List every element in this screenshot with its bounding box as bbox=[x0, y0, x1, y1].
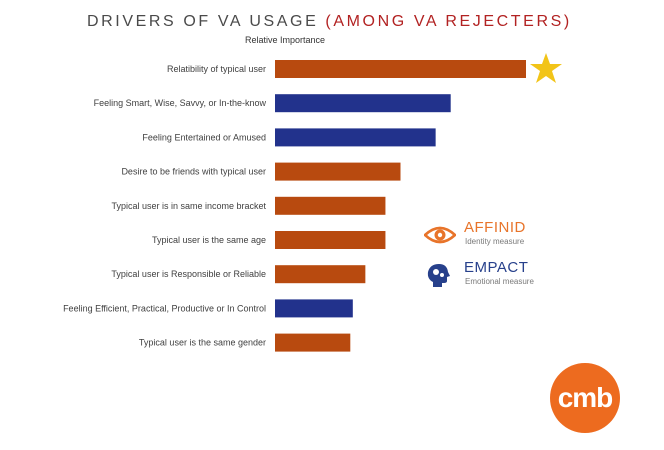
chart-subtitle: Relative Importance bbox=[245, 35, 326, 45]
category-label: Typical user is in same income bracket bbox=[111, 201, 266, 211]
legend-affinid-name: AFFINID bbox=[464, 219, 526, 236]
bar bbox=[275, 94, 451, 113]
eye-icon bbox=[424, 226, 456, 244]
category-label: Feeling Efficient, Practical, Productive… bbox=[63, 303, 266, 313]
legend-empact-name: EMPACT bbox=[464, 259, 529, 276]
category-label: Feeling Smart, Wise, Savvy, or In-the-kn… bbox=[94, 98, 267, 108]
bar bbox=[275, 333, 351, 352]
legend-affinid-desc: Identity measure bbox=[465, 237, 525, 246]
bar bbox=[275, 231, 386, 249]
category-label: Typical user is the same age bbox=[152, 235, 266, 245]
bar bbox=[275, 299, 353, 318]
chart-title-accent: (AMONG VA REJECTERS) bbox=[325, 13, 572, 30]
star-icon bbox=[530, 53, 562, 83]
chart-title-main: DRIVERS OF VA USAGE bbox=[87, 13, 319, 30]
category-label: Feeling Entertained or Amused bbox=[142, 132, 266, 142]
category-label: Desire to be friends with typical user bbox=[121, 167, 266, 177]
legend-empact-desc: Emotional measure bbox=[465, 277, 534, 286]
cmb-logo-text: cmb bbox=[557, 382, 614, 413]
category-label: Relatibility of typical user bbox=[167, 64, 266, 74]
category-label: Typical user is Responsible or Reliable bbox=[111, 269, 266, 279]
bar bbox=[275, 60, 526, 78]
bar bbox=[275, 196, 386, 215]
category-label: Typical user is the same gender bbox=[139, 338, 266, 348]
chart-title: DRIVERS OF VA USAGE (AMONG VA REJECTERS) bbox=[87, 13, 572, 31]
bar bbox=[275, 128, 436, 147]
cmb-logo: cmb bbox=[550, 363, 620, 433]
head-gears-icon bbox=[427, 264, 450, 287]
bar bbox=[275, 265, 366, 284]
bar bbox=[275, 162, 401, 181]
